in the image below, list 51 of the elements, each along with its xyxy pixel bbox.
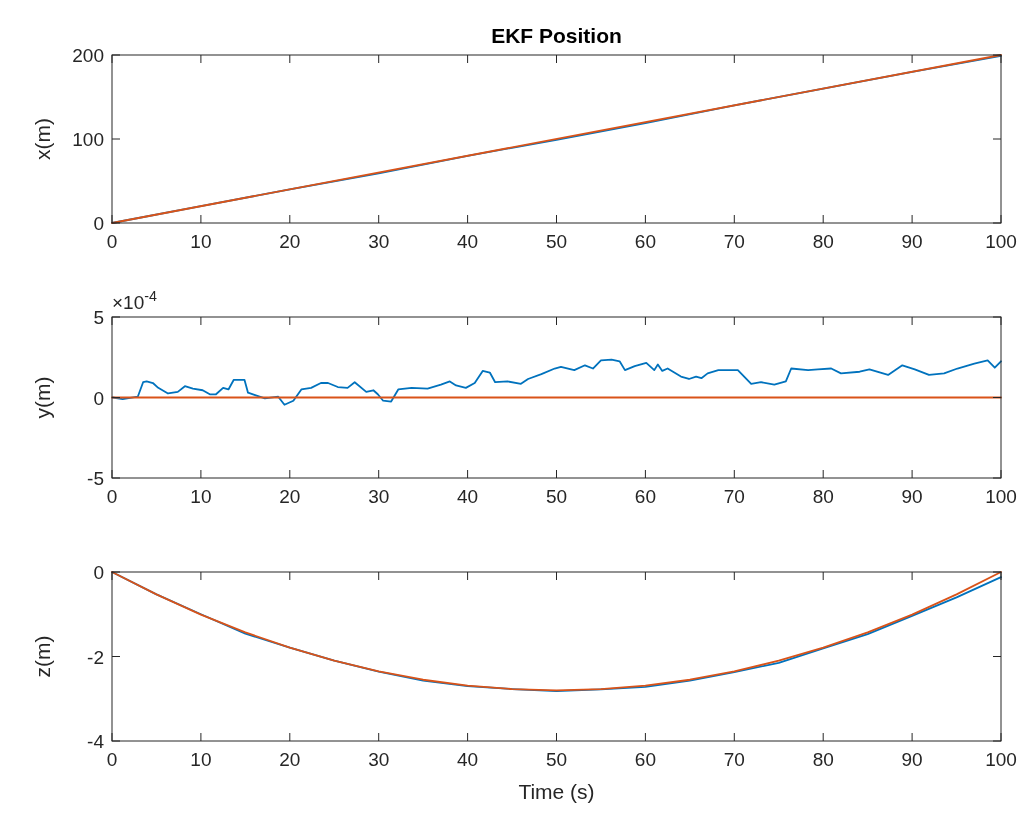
x-tick-label: 10 — [190, 231, 212, 252]
x-tick-label: 0 — [106, 231, 118, 252]
x-tick-label: 40 — [457, 749, 479, 770]
chart-title: EKF Position — [491, 24, 622, 47]
x-tick-label: 0 — [106, 486, 118, 507]
x-tick-label: 70 — [723, 231, 745, 252]
x-tick-label: 60 — [634, 749, 656, 770]
line-series — [111, 54, 1002, 224]
x-tick-label: 50 — [545, 231, 568, 252]
x-tick-label: 100 — [985, 486, 1017, 507]
x-tick-label: 40 — [457, 486, 479, 507]
y-tick-label: 200 — [72, 45, 104, 66]
x-tick-label: 20 — [279, 231, 301, 252]
y-tick-label: 0 — [93, 562, 104, 583]
x-tick-label: 80 — [812, 749, 834, 770]
x-tick-label: 70 — [723, 749, 745, 770]
x-tick-label: 10 — [190, 486, 212, 507]
x-tick-label: 30 — [368, 486, 390, 507]
y-tick-label: -4 — [87, 731, 105, 752]
y-tick-label: 100 — [72, 129, 104, 150]
x-tick-label: 50 — [545, 749, 568, 770]
y-tick-label: -2 — [87, 646, 104, 668]
x-axis-title: Time (s) — [518, 780, 595, 803]
y-tick-label: 5 — [93, 307, 104, 328]
x-tick-label: 0 — [106, 749, 118, 770]
y-axis-title: z(m) — [31, 635, 54, 678]
x-tick-label: 100 — [985, 231, 1017, 252]
x-tick-label: 20 — [279, 749, 301, 770]
x-tick-label: 90 — [901, 486, 923, 507]
y-axis-title: x(m) — [31, 118, 54, 160]
x-tick-label: 60 — [634, 486, 656, 507]
y-tick-label: 0 — [93, 387, 104, 409]
x-tick-label: 60 — [634, 231, 656, 252]
line-series — [111, 571, 1002, 693]
x-tick-label: 30 — [368, 231, 390, 252]
line-series — [111, 358, 1002, 406]
x-tick-label: 50 — [545, 486, 568, 507]
x-tick-label: 10 — [190, 749, 212, 770]
y-tick-label: 0 — [93, 213, 104, 234]
x-tick-label: 80 — [812, 486, 834, 507]
x-tick-label: 90 — [901, 749, 923, 770]
x-tick-label: 30 — [368, 749, 390, 770]
x-tick-label: 90 — [901, 231, 923, 252]
x-tick-label: 80 — [812, 231, 834, 252]
text: ×10$^{-4}$ — [112, 288, 157, 313]
x-tick-label: 40 — [457, 231, 479, 252]
x-tick-label: 100 — [985, 749, 1017, 770]
x-tick-label: 20 — [279, 486, 301, 507]
x-tick-label: 70 — [723, 486, 745, 507]
y-axis-title: y(m) — [31, 376, 54, 419]
y-tick-label: -5 — [87, 468, 104, 489]
